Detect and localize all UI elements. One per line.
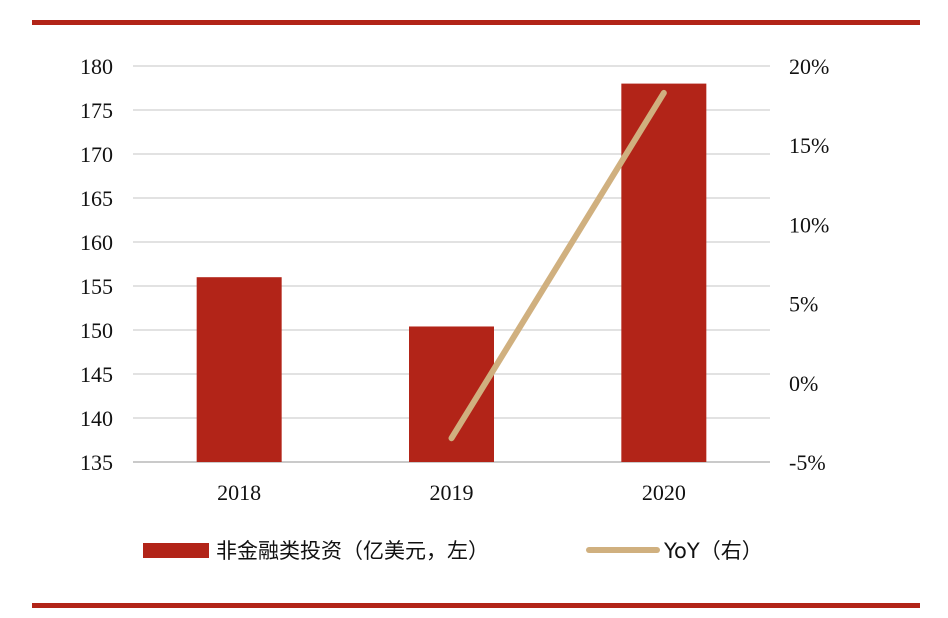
- left-tick-label: 155: [80, 274, 113, 299]
- left-tick-label: 135: [80, 450, 113, 475]
- left-tick-label: 140: [80, 406, 113, 431]
- right-tick-label: -5%: [789, 450, 826, 475]
- right-tick-label: 20%: [789, 54, 829, 79]
- x-axis: 2018 2019 2020: [217, 480, 686, 505]
- legend: 非金融类投资（亿美元，左） YoY（右）: [143, 539, 763, 563]
- right-tick-label: 0%: [789, 371, 818, 396]
- right-tick-label: 15%: [789, 133, 829, 158]
- yoy-line-series: [448, 89, 667, 442]
- legend-line-label: YoY（右）: [663, 539, 763, 563]
- left-axis: 180 175 170 165 160 155 150 145 140 135: [80, 54, 113, 475]
- top-rule: [32, 20, 920, 25]
- left-tick-label: 145: [80, 362, 113, 387]
- bar-series: [196, 83, 707, 462]
- left-tick-label: 175: [80, 98, 113, 123]
- yoy-line: [448, 89, 667, 442]
- x-tick-label: 2020: [642, 480, 686, 505]
- legend-bar-swatch: [143, 543, 209, 558]
- bottom-rule: [32, 603, 920, 608]
- right-tick-label: 5%: [789, 292, 818, 317]
- right-tick-label: 10%: [789, 212, 829, 237]
- bar: [196, 277, 282, 462]
- x-tick-label: 2019: [430, 480, 474, 505]
- left-tick-label: 165: [80, 186, 113, 211]
- left-tick-label: 170: [80, 142, 113, 167]
- left-tick-label: 160: [80, 230, 113, 255]
- legend-bar-label: 非金融类投资（亿美元，左）: [216, 539, 489, 563]
- x-tick-label: 2018: [217, 480, 261, 505]
- bar: [621, 83, 707, 462]
- left-tick-label: 150: [80, 318, 113, 343]
- left-tick-label: 180: [80, 54, 113, 79]
- right-axis: 20% 15% 10% 5% 0% -5%: [789, 54, 829, 475]
